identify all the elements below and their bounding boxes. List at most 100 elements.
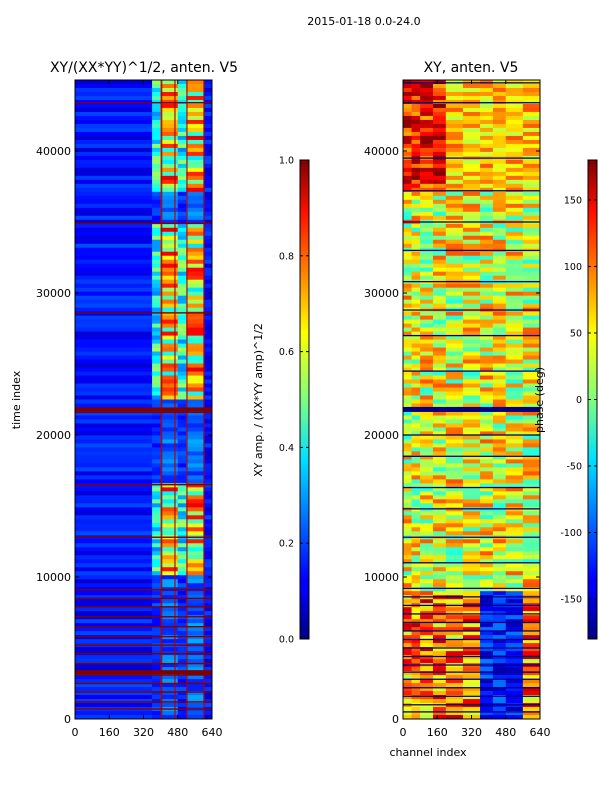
amp-cell xyxy=(203,83,213,89)
amp-cell xyxy=(75,463,153,468)
phase-cell xyxy=(492,715,507,720)
phase-flag-line xyxy=(403,536,540,538)
amp-cell xyxy=(160,639,179,644)
amp-cell xyxy=(160,399,179,404)
phase-cell xyxy=(403,487,412,492)
phase-cell xyxy=(505,527,524,532)
phase-cell xyxy=(492,631,507,636)
phase-cell xyxy=(462,187,481,193)
phase-cell xyxy=(462,443,481,448)
amp-cell xyxy=(186,279,204,284)
phase-cell xyxy=(411,483,421,488)
phase-cell xyxy=(403,403,412,408)
amp-cell xyxy=(152,423,161,428)
phase-cell xyxy=(492,547,507,552)
amp-cell xyxy=(160,367,179,372)
amp-cell xyxy=(186,491,204,496)
phase-cell xyxy=(462,331,481,336)
amp-cell xyxy=(177,507,187,512)
phase-cell xyxy=(432,327,447,332)
amp-cell xyxy=(152,279,161,284)
phase-cell xyxy=(403,479,412,484)
phase-cell xyxy=(445,175,464,181)
phase-cell xyxy=(462,271,481,276)
phase-cell xyxy=(432,111,447,117)
phase-cell xyxy=(403,415,412,420)
phase-cell xyxy=(403,311,412,316)
phase-cell xyxy=(522,163,541,169)
phase-cell xyxy=(492,263,507,269)
amp-ylabel: time index xyxy=(10,370,23,429)
phase-cell xyxy=(480,267,494,272)
phase-cell xyxy=(403,383,412,388)
amp-cell xyxy=(203,167,213,173)
amp-cell xyxy=(186,451,204,456)
phase-cell xyxy=(403,427,412,432)
phase-cell xyxy=(432,563,447,568)
phase-cell xyxy=(411,227,421,233)
phase-cell xyxy=(420,259,434,265)
phase-cell xyxy=(462,171,481,177)
phase-cell xyxy=(505,103,524,109)
phase-cell xyxy=(445,207,464,213)
y-tick-label: 30000 xyxy=(364,287,399,300)
phase-cell xyxy=(505,311,524,316)
phase-cell xyxy=(522,255,541,261)
amp-cell xyxy=(160,107,179,113)
phase-cell xyxy=(420,443,434,448)
phase-flag-line xyxy=(403,604,540,607)
phase-cell xyxy=(480,87,494,93)
phase-cell xyxy=(522,699,541,704)
phase-cell xyxy=(522,399,541,404)
phase-cell xyxy=(403,619,412,624)
phase-cell xyxy=(480,607,494,612)
phase-cell xyxy=(480,451,494,456)
phase-cell xyxy=(522,171,541,177)
amp-cell xyxy=(75,559,153,564)
phase-cell xyxy=(432,211,447,217)
phase-cell xyxy=(522,339,541,344)
amp-cell xyxy=(203,159,213,165)
phase-cell xyxy=(522,359,541,364)
phase-cell xyxy=(492,355,507,360)
phase-cell xyxy=(505,227,524,233)
amp-cell xyxy=(152,187,161,193)
amp-cell xyxy=(160,387,179,392)
amp-cell xyxy=(203,271,213,276)
phase-cell xyxy=(462,315,481,320)
phase-cell xyxy=(420,239,434,245)
phase-cell xyxy=(432,539,447,544)
phase-cell xyxy=(462,419,481,424)
phase-cell xyxy=(480,487,494,492)
phase-cell xyxy=(445,267,464,272)
y-tick-label: 0 xyxy=(64,713,71,726)
amp-cell xyxy=(75,263,153,269)
phase-cell xyxy=(403,555,412,560)
phase-cell xyxy=(403,655,412,660)
amp-cell xyxy=(75,107,153,113)
amp-cell xyxy=(203,687,213,692)
phase-cell xyxy=(462,523,481,528)
amp-cell xyxy=(160,523,179,528)
phase-cell xyxy=(505,467,524,472)
phase-cell xyxy=(420,631,434,636)
phase-cell xyxy=(522,319,541,324)
amp-cell xyxy=(177,363,187,368)
phase-flag-line xyxy=(403,671,540,673)
phase-cell xyxy=(411,387,421,392)
phase-cell xyxy=(432,423,447,428)
phase-cell xyxy=(492,275,507,280)
amp-cell xyxy=(75,147,153,153)
amp-cell xyxy=(152,347,161,352)
phase-cell xyxy=(480,667,494,672)
amp-cell xyxy=(160,339,179,344)
phase-cell xyxy=(480,659,494,664)
phase-cell xyxy=(505,235,524,241)
phase-cell xyxy=(420,439,434,444)
amp-cell xyxy=(160,219,179,225)
amp-cell xyxy=(75,631,153,636)
amp-cell xyxy=(152,331,161,336)
amp-cell xyxy=(177,383,187,388)
phase-cell xyxy=(445,291,464,296)
amp-cell xyxy=(177,375,187,380)
